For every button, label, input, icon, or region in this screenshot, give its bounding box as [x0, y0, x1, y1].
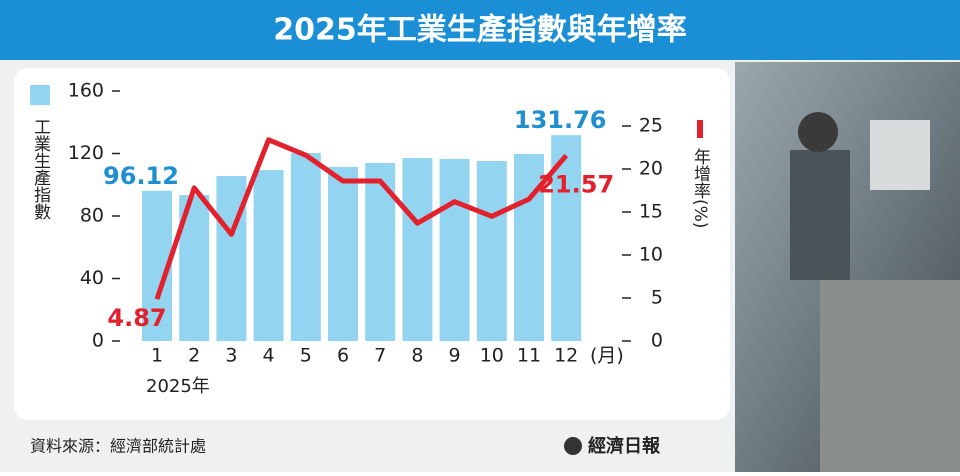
- x-tick-label: 9: [449, 345, 461, 367]
- bar: [290, 153, 321, 341]
- x-tick-label: 5: [300, 345, 312, 367]
- bar: [476, 161, 507, 341]
- x-tick-label: 1: [151, 345, 163, 367]
- value-label: 21.57: [538, 170, 614, 198]
- y2-tick-label: 10: [639, 244, 663, 266]
- x-tick-label: 8: [411, 345, 423, 367]
- y-tick-label: 0: [92, 330, 104, 352]
- x-axis-label: 2025年: [146, 376, 210, 397]
- chart-title: 2025年工業生產指數與年增率: [273, 13, 687, 48]
- x-tick-label: 4: [263, 345, 275, 367]
- bar: [328, 166, 358, 341]
- x-tick-label: 7: [374, 345, 386, 367]
- source-note: 資料來源：經濟部統計處: [30, 437, 206, 456]
- x-unit-label: (月): [590, 345, 624, 367]
- legend-swatch-bar: [30, 85, 50, 105]
- x-tick-label: 10: [480, 345, 504, 367]
- y-tick-label: 40: [80, 267, 104, 289]
- y2-tick-label: 5: [651, 287, 663, 309]
- y-axis-label: 工業生產指數: [30, 118, 51, 220]
- bar: [402, 158, 433, 341]
- value-label: 96.12: [103, 162, 179, 190]
- y2-tick-label: 25: [639, 115, 663, 137]
- value-label: 4.87: [107, 304, 166, 332]
- y2-axis-label: 年增率(%): [690, 148, 711, 228]
- value-label: 131.76: [514, 106, 607, 134]
- y2-tick-label: 15: [639, 201, 663, 223]
- x-tick-label: 3: [225, 345, 237, 367]
- brand-name: 經濟日報: [588, 435, 661, 457]
- x-tick-label: 2: [188, 345, 200, 367]
- x-tick-label: 6: [337, 345, 349, 367]
- photo-panel: [870, 120, 930, 190]
- y2-tick-label: 0: [651, 330, 663, 352]
- y-tick-label: 80: [80, 205, 104, 227]
- x-tick-label: 12: [554, 345, 578, 367]
- x-tick-label: 11: [517, 345, 541, 367]
- bar: [216, 176, 247, 341]
- y-tick-label: 120: [68, 142, 104, 164]
- line: [154, 137, 569, 300]
- y2-tick-label: 20: [639, 158, 663, 180]
- photo-figure-head: [798, 112, 838, 152]
- y-tick-label: 160: [68, 80, 104, 102]
- legend-swatch-line: [697, 120, 703, 138]
- photo-figure: [790, 150, 850, 280]
- bar: [253, 170, 284, 341]
- photo-crates: [820, 280, 960, 472]
- brand-logo: [564, 437, 582, 455]
- title-banner: [0, 0, 960, 60]
- bar: [439, 158, 470, 341]
